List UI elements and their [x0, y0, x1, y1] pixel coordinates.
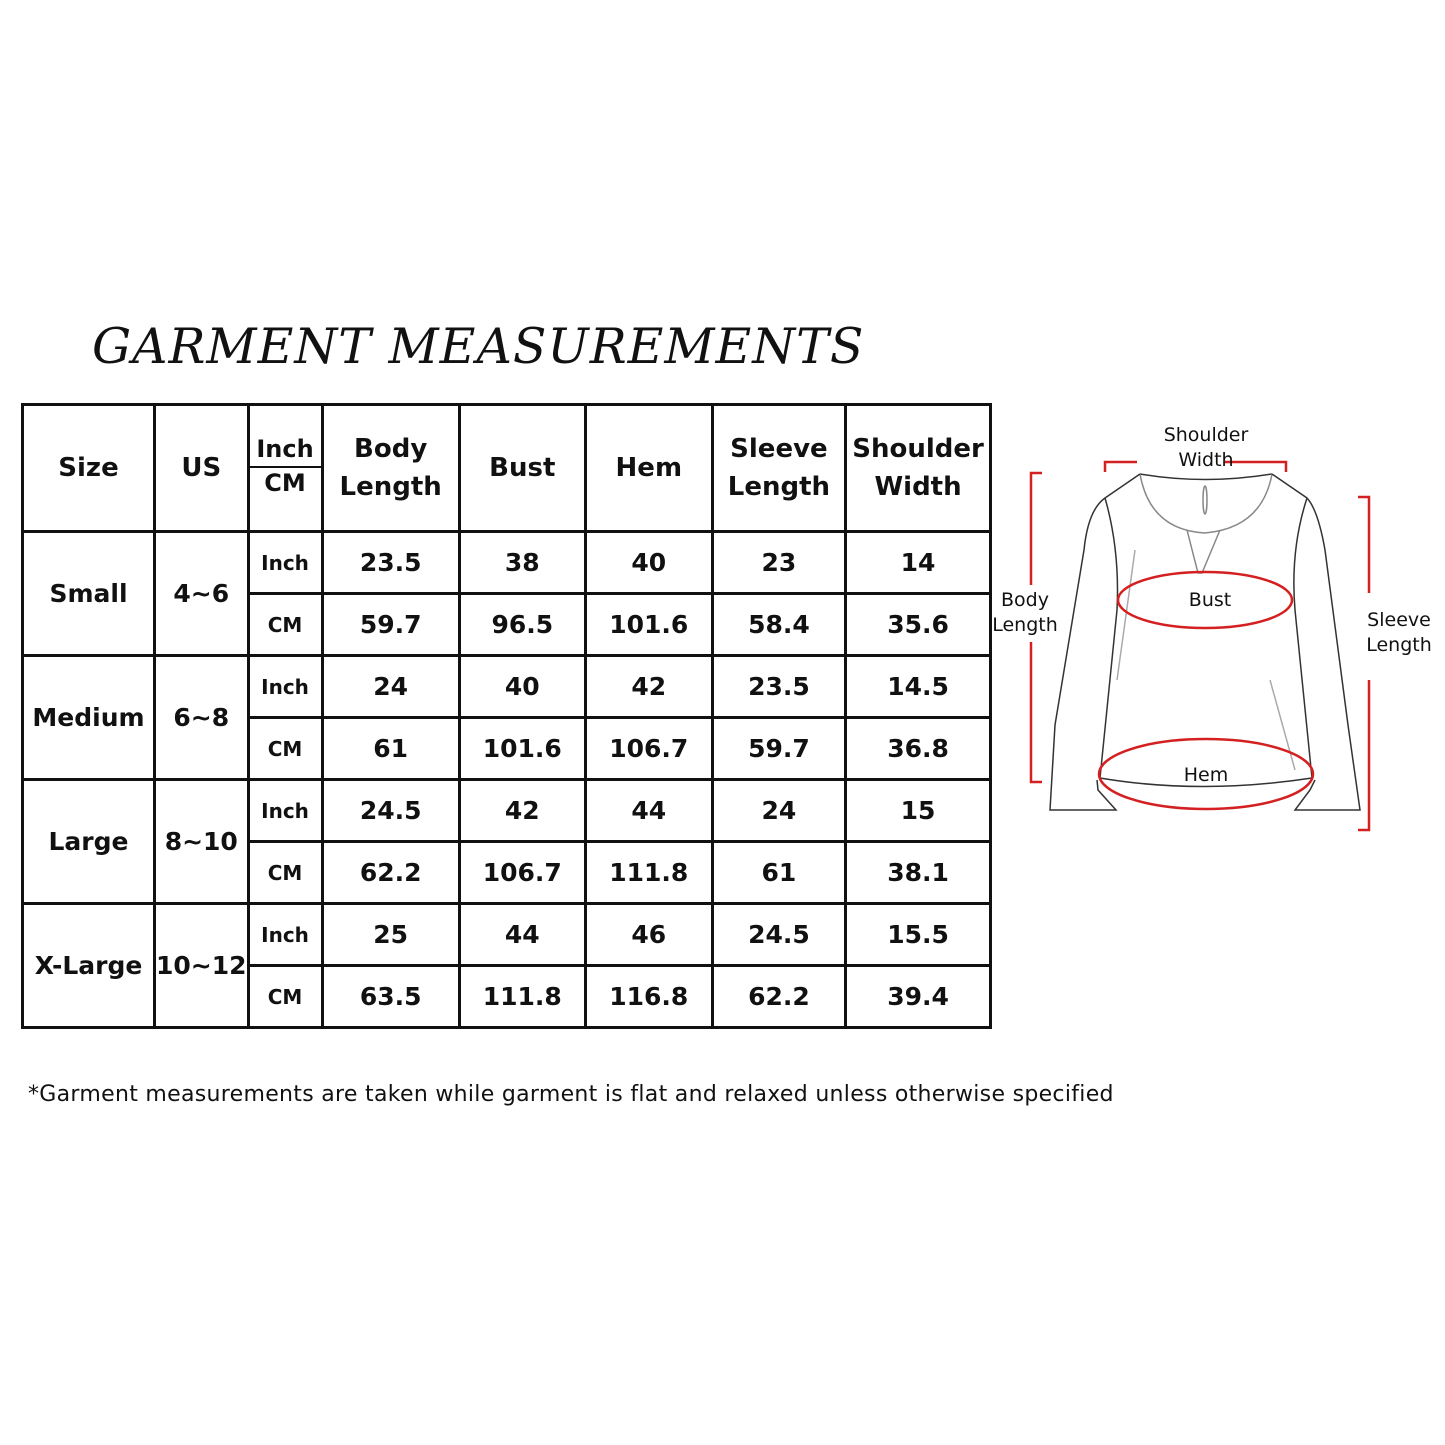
hem-value: 106.7: [583, 716, 714, 781]
shoulder-width-value: 35.6: [844, 592, 993, 657]
hem-value: 40: [583, 530, 714, 595]
hem-value: 44: [583, 778, 714, 843]
table-row: CM 61 101.6 106.7 59.7 36.8: [23, 716, 993, 781]
table-row: CM 62.2 106.7 111.8 61 38.1: [23, 840, 993, 905]
hem-value: 111.8: [583, 840, 714, 905]
unit-cell: Inch: [246, 778, 324, 843]
shoulder-width-value: 14: [844, 530, 993, 595]
header-row: Size US Inch CM Body Length Bust Hem Sle…: [21, 403, 993, 533]
table-row: CM 63.5 111.8 116.8 62.2 39.4: [23, 964, 993, 1029]
garment-diagram: Shoulder Width Body Length Bust Sleeve L…: [980, 410, 1445, 850]
us-size-cell: 4~6: [153, 530, 250, 657]
unit-cell: CM: [246, 840, 324, 905]
table-row: X-Large 10~12 Inch 25 44 46 24.5 15.5: [21, 902, 993, 1029]
table-row: Large 8~10 Inch 24.5 42 44 24 15: [21, 778, 993, 905]
body-length-value: 63.5: [320, 964, 461, 1029]
bust-value: 40: [457, 654, 587, 719]
sleeve-length-value: 24: [710, 778, 848, 843]
table-row: Medium 6~8 Inch 24 40 42 23.5 14.5: [21, 654, 993, 781]
header-hem: Hem: [583, 403, 714, 533]
sleeve-length-value: 24.5: [710, 902, 848, 967]
sleeve-length-value: 61: [710, 840, 848, 905]
body-length-value: 62.2: [320, 840, 461, 905]
body-length-value: 25: [320, 902, 461, 967]
bust-value: 44: [457, 902, 587, 967]
us-size-cell: 10~12: [153, 902, 250, 1029]
us-size-cell: 6~8: [153, 654, 250, 781]
sleeve-length-value: 23.5: [710, 654, 848, 719]
shoulder-width-value: 36.8: [844, 716, 993, 781]
size-cell: Large: [21, 778, 156, 905]
measurement-table: Size US Inch CM Body Length Bust Hem Sle…: [21, 403, 993, 1029]
bust-value: 38: [457, 530, 587, 595]
hem-value: 46: [583, 902, 714, 967]
sleeve-length-value: 58.4: [710, 592, 848, 657]
page-title: GARMENT MEASUREMENTS: [92, 318, 865, 375]
shoulder-width-value: 39.4: [844, 964, 993, 1029]
header-body-length: Body Length: [320, 403, 461, 533]
sleeve-length-value: 59.7: [710, 716, 848, 781]
sleeve-length-value: 23: [710, 530, 848, 595]
unit-cell: Inch: [246, 902, 324, 967]
size-cell: Small: [21, 530, 156, 657]
bust-value: 111.8: [457, 964, 587, 1029]
header-unit: Inch CM: [246, 403, 324, 533]
bust-value: 101.6: [457, 716, 587, 781]
unit-cell: Inch: [246, 654, 324, 719]
unit-cell: Inch: [246, 530, 324, 595]
header-bust: Bust: [457, 403, 587, 533]
hem-value: 101.6: [583, 592, 714, 657]
body-length-value: 24.5: [320, 778, 461, 843]
header-unit-cm: CM: [264, 469, 306, 497]
bust-value: 96.5: [457, 592, 587, 657]
header-us: US: [153, 403, 250, 533]
hem-value: 116.8: [583, 964, 714, 1029]
footnote: *Garment measurements are taken while ga…: [28, 1082, 1114, 1107]
hem-value: 42: [583, 654, 714, 719]
label-hem: Hem: [1183, 764, 1229, 786]
header-unit-inch: Inch: [249, 432, 321, 468]
shoulder-width-value: 15: [844, 778, 993, 843]
header-size: Size: [21, 403, 156, 533]
sleeve-length-value: 62.2: [710, 964, 848, 1029]
shoulder-width-value: 14.5: [844, 654, 993, 719]
shoulder-width-value: 38.1: [844, 840, 993, 905]
unit-cell: CM: [246, 964, 324, 1029]
size-cell: Medium: [21, 654, 156, 781]
label-sleeve-length: Sleeve Length: [1366, 609, 1432, 656]
body-length-value: 61: [320, 716, 461, 781]
table-row: Small 4~6 Inch 23.5 38 40 23 14: [21, 530, 993, 657]
header-sleeve-length: Sleeve Length: [710, 403, 848, 533]
body-length-value: 23.5: [320, 530, 461, 595]
body-length-value: 24: [320, 654, 461, 719]
body-length-value: 59.7: [320, 592, 461, 657]
unit-cell: CM: [246, 592, 324, 657]
label-shoulder-width: Shoulder Width: [1163, 424, 1249, 471]
bust-value: 42: [457, 778, 587, 843]
shoulder-width-value: 15.5: [844, 902, 993, 967]
blouse-sketch-icon: [1029, 460, 1371, 832]
label-body-length: Body Length: [992, 589, 1058, 636]
us-size-cell: 8~10: [153, 778, 250, 905]
header-shoulder-width: Shoulder Width: [844, 403, 993, 533]
unit-cell: CM: [246, 716, 324, 781]
label-bust: Bust: [1188, 589, 1232, 611]
bust-value: 106.7: [457, 840, 587, 905]
size-cell: X-Large: [21, 902, 156, 1029]
table-row: CM 59.7 96.5 101.6 58.4 35.6: [23, 592, 993, 657]
